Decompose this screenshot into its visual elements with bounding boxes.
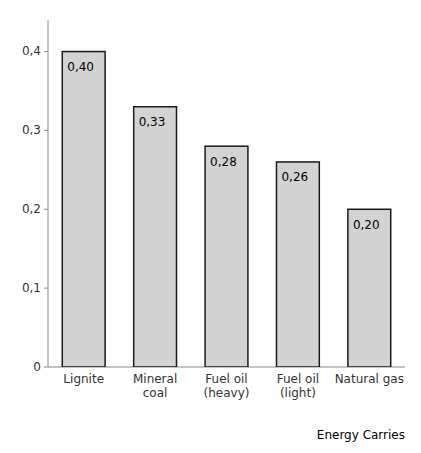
y-axis: 0 0,1 0,2 0,3 0,4 [22,20,48,374]
x-tick-label: Natural gas [335,372,404,386]
x-axis-label: Energy Carries [317,428,405,442]
y-tick-label: 0,1 [22,281,41,295]
bar [62,52,105,367]
x-tick-label: Fuel oil(light) [277,372,319,400]
bar [348,209,391,367]
y-tick-label: 0,4 [22,44,41,58]
y-axis-line [48,20,49,367]
data-label: 0,26 [281,170,308,184]
data-labels: 0,40 0,33 0,28 0,26 0,20 [67,60,379,232]
y-tick [44,51,48,52]
bar [276,162,319,367]
bar [134,107,177,367]
chart: 0 0,1 0,2 0,3 0,4 0,40 0,33 0,28 0,26 0,20 Lignite… [0,0,421,453]
y-tick [44,367,48,368]
y-tick-label: 0 [33,360,41,374]
y-tick [44,288,48,289]
y-tick [44,209,48,210]
data-label: 0,40 [67,60,94,74]
x-tick-label: Fuel oil(heavy) [204,372,250,400]
bar [205,146,248,367]
x-tick-label: Mineralcoal [133,372,177,400]
y-tick-label: 0,3 [22,123,41,137]
y-tick [44,130,48,131]
bars [62,52,390,367]
x-tick-label: Lignite [63,372,104,386]
x-axis: Lignite Mineralcoal Fuel oil(heavy) Fuel oi… [63,372,404,400]
data-label: 0,28 [210,155,237,169]
data-label: 0,33 [139,115,166,129]
data-label: 0,20 [353,218,380,232]
y-tick-label: 0,2 [22,202,41,216]
